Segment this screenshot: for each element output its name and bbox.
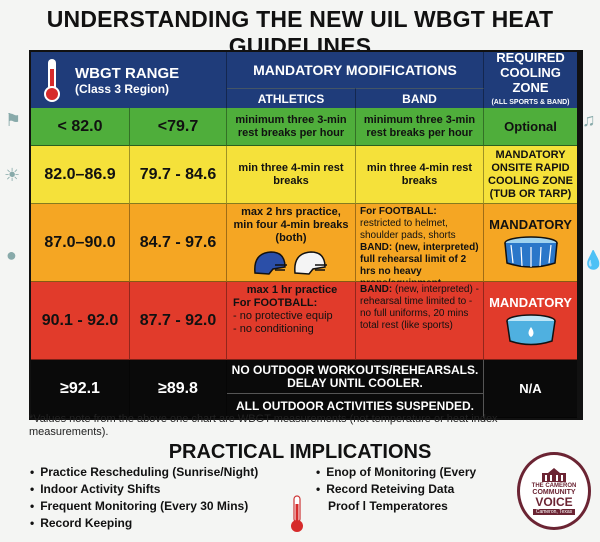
athletics-header: ATHLETICS	[227, 88, 356, 108]
football-icon: ●	[6, 245, 17, 265]
football-label: For FOOTBALL:	[360, 206, 437, 217]
range-cell: <79.7	[130, 108, 227, 146]
list-item: Enop of Monitoring (Every	[316, 464, 476, 481]
band-cell: min three 4-min rest breaks	[356, 146, 484, 204]
range-cell: < 82.0	[31, 108, 130, 146]
athletics-text: max 2 hrs practice, min four 4-min break…	[233, 206, 349, 244]
required-cooling-header: REQUIRED COOLING ZONE (ALL SPORTS & BAND…	[484, 50, 577, 108]
suspension-cell: NO OUTDOOR WORKOUTS/REHEARSALS. DELAY UN…	[227, 360, 484, 418]
logo-line: VOICE	[535, 495, 573, 509]
cooling-cell: Optional	[484, 108, 577, 146]
list-item: Record Keeping	[30, 515, 258, 532]
band-cell: minimum three 3-min rest breaks per hour	[356, 108, 484, 146]
building-icon	[542, 468, 566, 482]
range-cell: ≥92.1	[31, 360, 130, 418]
table-row: < 82.0 <79.7 minimum three 3-min rest br…	[31, 108, 581, 146]
heat-guidelines-table: WBGT RANGE (Class 3 Region) MANDATORY MO…	[29, 50, 583, 420]
football-detail: restricted to helmet, shoulder pads, sho…	[360, 218, 456, 241]
cameron-community-voice-logo: THE CAMERON COMMUNITY VOICE Cameron, Tex…	[517, 452, 591, 530]
water-tub-icon	[505, 313, 556, 345]
list-item: Indoor Activity Shifts	[30, 481, 258, 498]
athletics-cell: max 2 hrs practice, min four 4-min break…	[227, 204, 356, 282]
athletics-item: - no protective equip	[233, 310, 333, 322]
cooling-zone-label: COOLING ZONE	[500, 65, 561, 95]
no-outdoor-text: NO OUTDOOR WORKOUTS/REHEARSALS. DELAY UN…	[227, 360, 483, 394]
range-cell: 87.7 - 92.0	[130, 282, 227, 360]
athletics-cell: minimum three 3-min rest breaks per hour	[227, 108, 356, 146]
table-row: 90.1 - 92.0 87.7 - 92.0 max 1 hr practic…	[31, 282, 581, 360]
cooling-text: MANDATORY	[489, 294, 572, 310]
cooling-cell: MANDATORY	[484, 282, 577, 360]
all-sports-label: (ALL SPORTS & BAND)	[491, 99, 570, 106]
wbgt-range-label: WBGT RANGE	[75, 64, 180, 82]
band-label: BAND:	[360, 242, 393, 253]
range-cell: 87.0–90.0	[31, 204, 130, 282]
band-header: BAND	[356, 88, 484, 108]
required-label: REQUIRED	[496, 50, 565, 65]
band-cell: BAND: (new, interpreted) - rehearsal tim…	[356, 282, 484, 360]
list-item: Proof l Temperatores	[328, 499, 448, 513]
list-item: Frequent Monitoring (Every 30 Mins)	[30, 498, 258, 515]
list-item: Record Reteiving Data	[316, 481, 476, 498]
cooling-cell: MANDATORY	[484, 204, 577, 282]
logo-line: THE CAMERON	[531, 483, 577, 489]
table-row: 82.0–86.9 79.7 - 84.6 min three 4-min re…	[31, 146, 581, 204]
wbgt-range-header: WBGT RANGE (Class 3 Region)	[31, 52, 227, 108]
footnote: *Values note from the above one chart ar…	[29, 413, 498, 438]
band-label: BAND:	[360, 284, 393, 295]
practical-title: PRACTICAL IMPLICATIONS	[168, 441, 432, 463]
band-detail: (new, interpreted) - rehearsal time limi…	[360, 284, 479, 331]
range-cell: 84.7 - 97.6	[130, 204, 227, 282]
mandatory-modifications-header: MANDATORY MODIFICATIONS	[227, 52, 484, 88]
left-bullets: Practice Rescheduling (Sunrise/Night) In…	[30, 464, 258, 532]
athletics-title: max 1 hr practice	[246, 284, 338, 296]
cooling-cell: MANDATORY ONSITE RAPID COOLING ZONE (TUB…	[484, 146, 577, 204]
table-row: ≥92.1 ≥89.8 NO OUTDOOR WORKOUTS/REHEARSA…	[31, 360, 581, 418]
cooling-tub-icon	[503, 235, 558, 268]
list-item: Practice Rescheduling (Sunrise/Night)	[30, 464, 258, 481]
range-cell: 82.0–86.9	[31, 146, 130, 204]
range-cell: 90.1 - 92.0	[31, 282, 130, 360]
athletics-football-label: For FOOTBALL:	[233, 297, 318, 309]
range-cell: 79.7 - 84.6	[130, 146, 227, 204]
athletics-cell: min three 4-min rest breaks	[227, 146, 356, 204]
suspended-text: ALL OUTDOOR ACTIVITIES SUSPENDED.	[235, 398, 475, 413]
athletics-item: - no conditioning	[233, 323, 314, 335]
helmet-icon	[254, 251, 327, 275]
logo-line: COMMUNITY	[532, 489, 576, 496]
wbgt-range-sub: (Class 3 Region)	[75, 81, 170, 96]
water-drop-icon: 💧	[582, 250, 600, 270]
page-title: UNDERSTANDING THE NEW UIL WBGT HEAT GUID…	[46, 6, 554, 59]
right-bullets: Enop of Monitoring (Every Record Reteivi…	[316, 464, 476, 515]
running-icon: ⚑	[5, 110, 22, 130]
sun-icon: ☀	[4, 165, 21, 185]
trumpet-icon: ♫	[582, 110, 596, 130]
athletics-cell: max 1 hr practice For FOOTBALL: - no pro…	[227, 282, 356, 360]
table-row: 87.0–90.0 84.7 - 97.6 max 2 hrs practice…	[31, 204, 581, 289]
cooling-cell: N/A	[484, 360, 577, 418]
logo-line: Cameron, Texas	[532, 509, 576, 515]
thermometer-icon	[291, 495, 303, 532]
range-cell: ≥89.8	[130, 360, 227, 418]
band-cell: For FOOTBALL: restricted to helmet, shou…	[356, 204, 484, 289]
thermometer-icon	[44, 59, 60, 102]
cooling-text: MANDATORY	[489, 216, 572, 232]
